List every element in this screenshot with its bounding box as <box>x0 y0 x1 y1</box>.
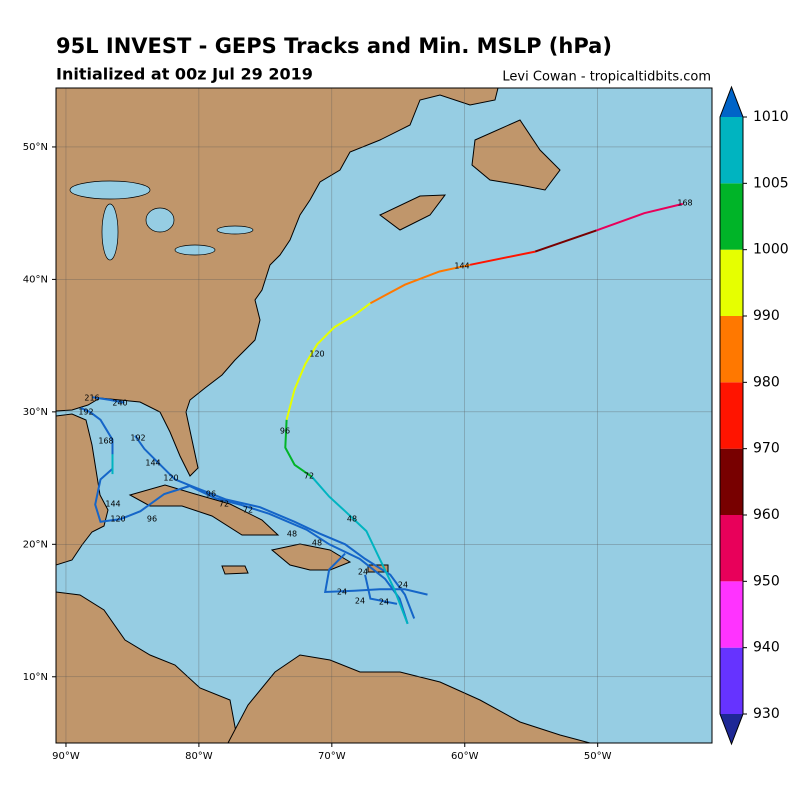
colorbar-tick-label: 990 <box>753 308 780 324</box>
track <box>92 396 125 404</box>
hour-label: 24 <box>358 568 368 577</box>
newfoundland <box>471 119 561 191</box>
colorbar-band <box>720 647 743 714</box>
hour-label: 24 <box>379 598 389 607</box>
hour-label: 72 <box>304 472 314 481</box>
colorbar-band <box>720 183 743 250</box>
hispaniola <box>270 543 352 571</box>
lake <box>174 244 216 256</box>
lon-tick-label: 70°W <box>318 751 346 762</box>
hour-label: 192 <box>130 434 145 443</box>
hour-label: 192 <box>78 408 93 417</box>
colorbar-band <box>720 515 743 582</box>
graticule <box>56 88 712 743</box>
track <box>369 263 471 305</box>
hour-label: 72 <box>243 506 253 515</box>
hour-label: 96 <box>280 427 290 436</box>
track <box>285 302 371 421</box>
hour-label: 96 <box>206 490 216 499</box>
hour-label: 24 <box>355 597 365 606</box>
cuba <box>128 484 280 536</box>
lake <box>101 203 119 261</box>
central-america <box>56 591 239 743</box>
hour-label: 168 <box>677 199 692 208</box>
colorbar-tick-label: 960 <box>753 507 780 523</box>
subtitle: Initialized at 00z Jul 29 2019 <box>56 65 313 84</box>
nova-scotia <box>379 194 447 231</box>
hour-label: 120 <box>309 350 324 359</box>
hour-label: 144 <box>105 500 120 509</box>
colorbar-band <box>720 249 743 316</box>
hour-label: 72 <box>219 500 229 509</box>
lat-tick-label: 30°N <box>23 407 48 418</box>
lon-tick-label: 50°W <box>584 751 612 762</box>
track <box>284 419 313 478</box>
hour-label: 96 <box>147 515 157 524</box>
map-frame <box>55 87 713 744</box>
hour-label: 240 <box>112 399 127 408</box>
track <box>364 574 398 605</box>
hour-label: 120 <box>110 515 125 524</box>
colorbar-band <box>720 581 743 648</box>
colorbar-band <box>720 448 743 515</box>
hour-label: 168 <box>98 437 113 446</box>
hour-label: 24 <box>398 581 408 590</box>
colorbar-band <box>720 382 743 449</box>
track <box>469 250 536 266</box>
hour-label: 48 <box>312 539 322 548</box>
hour-label: 24 <box>337 588 347 597</box>
title: 95L INVEST - GEPS Tracks and Min. MSLP (… <box>56 34 612 58</box>
colorbar-under <box>720 714 743 744</box>
track <box>596 202 684 232</box>
colorbar-tick-label: 980 <box>753 374 780 390</box>
colorbar-band <box>720 117 743 184</box>
lat-tick-label: 10°N <box>23 672 48 683</box>
track <box>80 406 409 625</box>
north-america <box>56 88 499 477</box>
lon-tick-label: 90°W <box>52 751 80 762</box>
colorbar-tick-label: 1010 <box>753 109 789 125</box>
track <box>323 552 428 596</box>
hour-label: 48 <box>287 530 297 539</box>
track <box>311 476 409 625</box>
lake <box>216 225 254 235</box>
track <box>534 229 597 253</box>
lat-tick-label: 20°N <box>23 539 48 550</box>
colorbar-tick-label: 1005 <box>753 175 789 191</box>
hour-label: 48 <box>347 515 357 524</box>
jamaica <box>221 565 249 575</box>
colorbar-tick-label: 950 <box>753 573 780 589</box>
lon-tick-label: 80°W <box>185 751 213 762</box>
lake <box>145 207 175 233</box>
hour-label: 144 <box>454 262 469 271</box>
hour-label: 144 <box>145 459 160 468</box>
hour-label: 120 <box>163 474 178 483</box>
lon-tick-label: 60°W <box>451 751 479 762</box>
mexico <box>56 413 109 566</box>
credit: Levi Cowan - tropicaltidbits.com <box>502 70 711 85</box>
colorbar-tick-label: 970 <box>753 441 780 457</box>
colorbar-over <box>720 87 743 117</box>
colorbar-tick-label: 940 <box>753 640 780 656</box>
colorbar-tick-label: 930 <box>753 706 780 722</box>
lake <box>69 180 151 200</box>
colorbar-tick-label: 1000 <box>753 242 789 258</box>
lat-tick-label: 50°N <box>23 142 48 153</box>
hour-label: 216 <box>84 394 99 403</box>
colorbar-band <box>720 316 743 383</box>
lat-tick-label: 40°N <box>23 274 48 285</box>
